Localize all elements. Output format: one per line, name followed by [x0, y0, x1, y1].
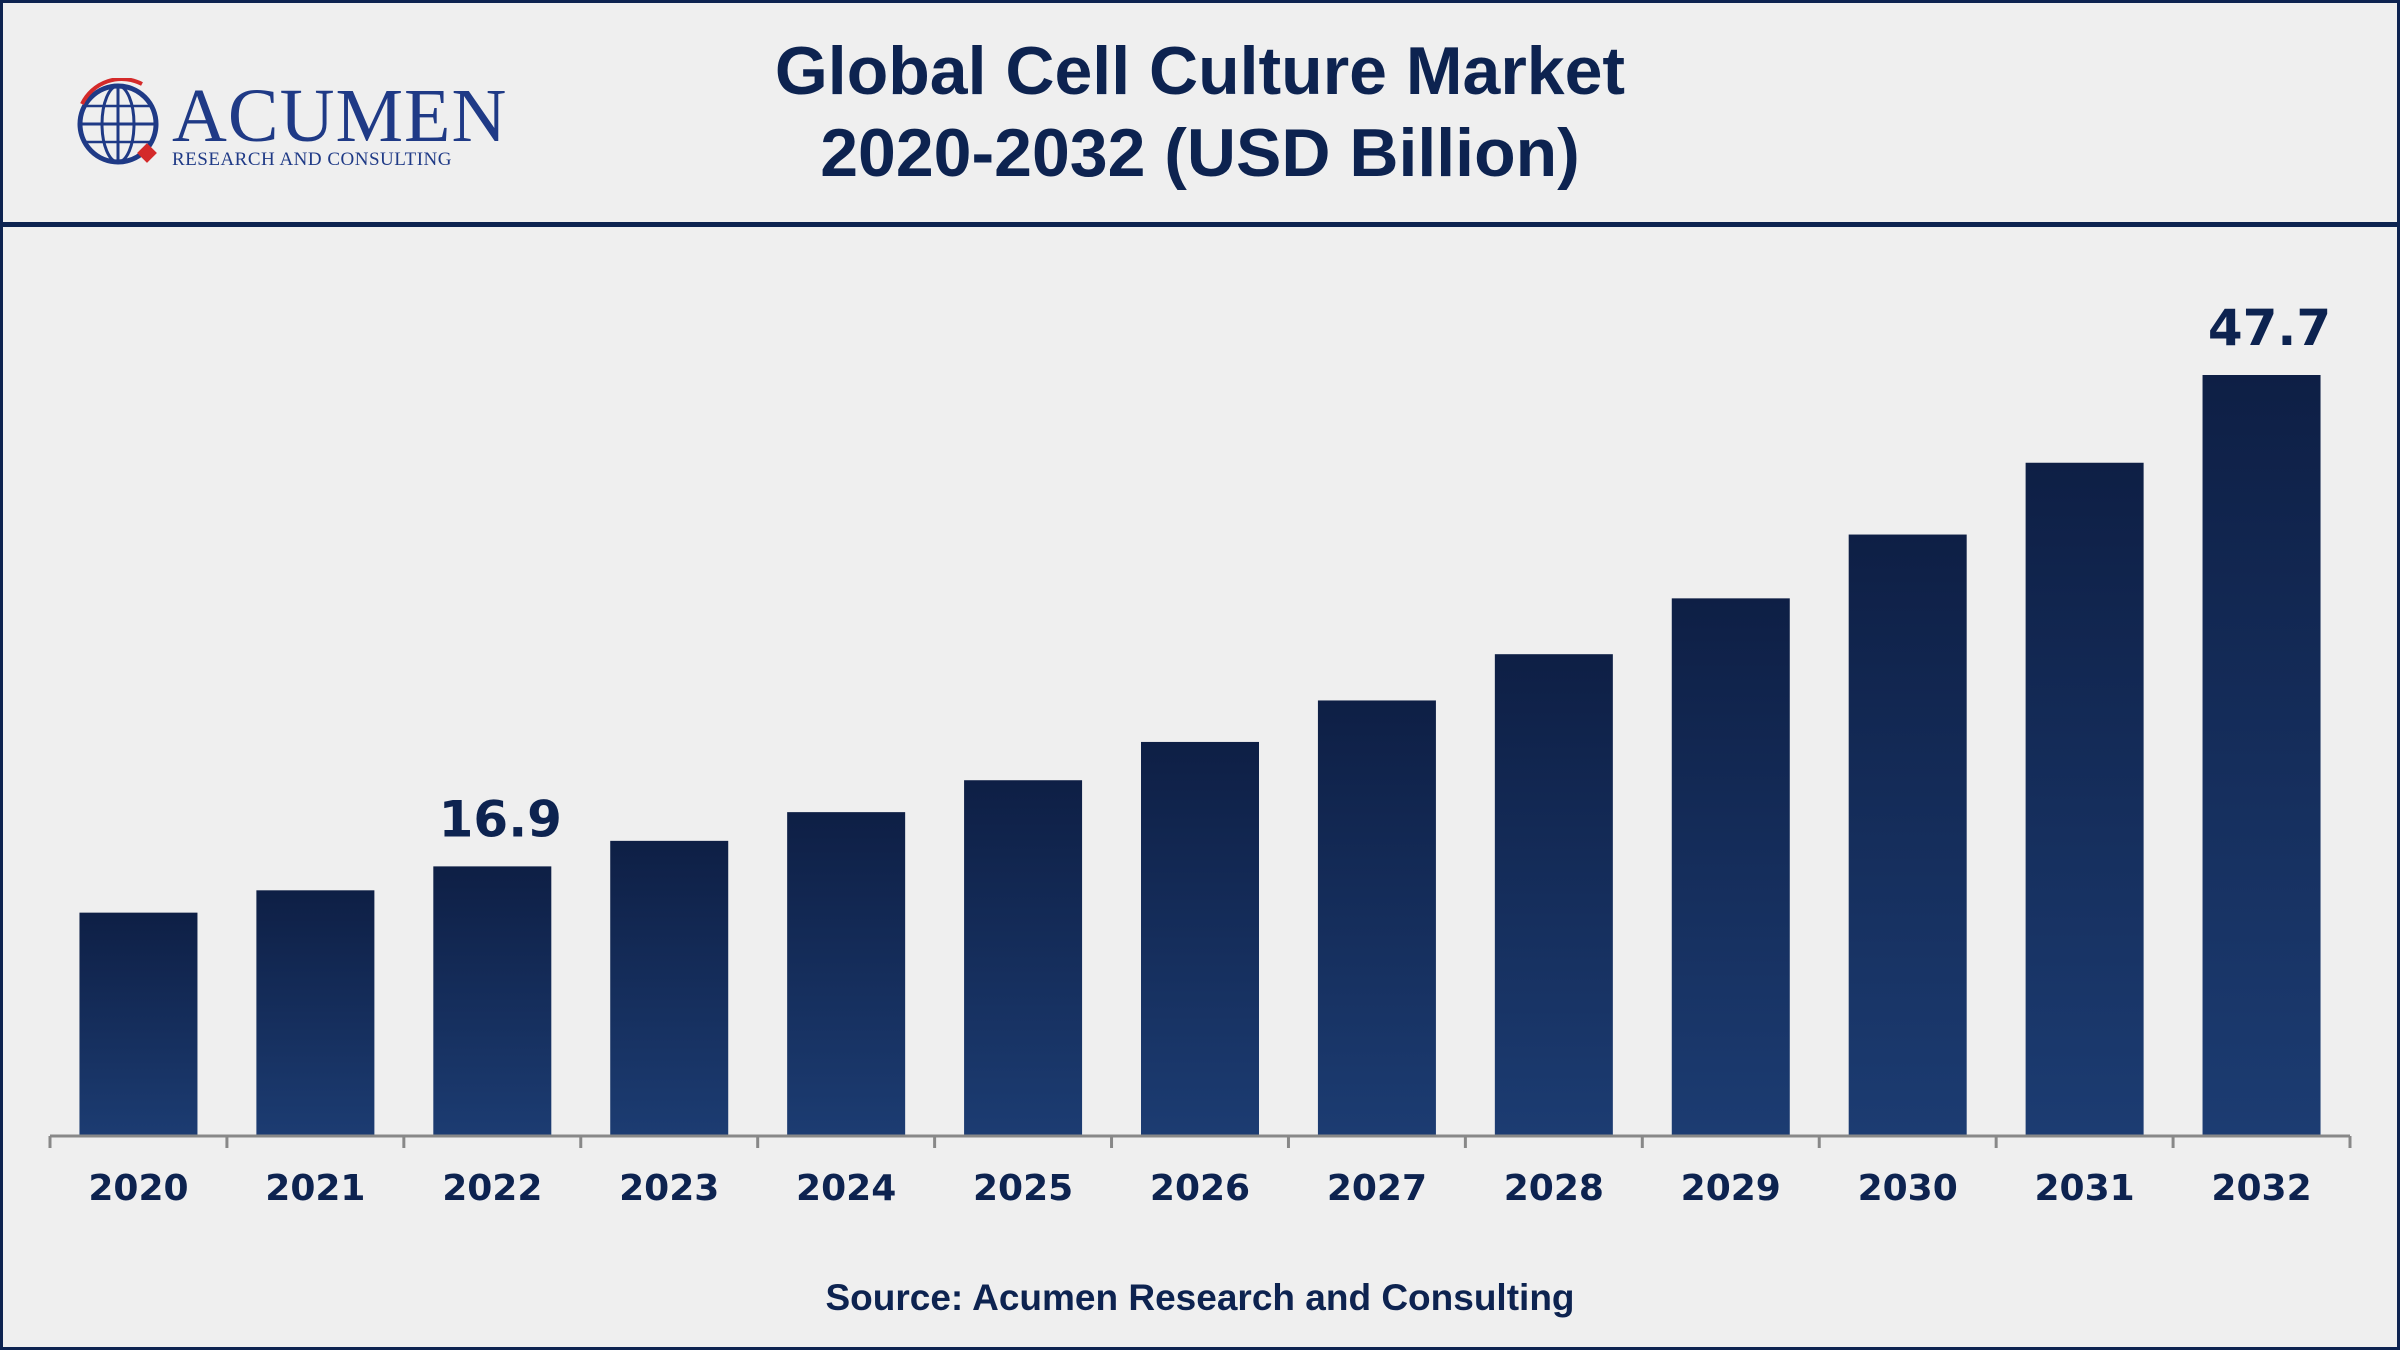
x-tick-label-2020: 2020	[88, 1168, 188, 1209]
bar-2032	[2202, 375, 2321, 1136]
x-tick-label-2032: 2032	[2211, 1168, 2311, 1209]
data-label-2032: 47.7	[2208, 299, 2331, 357]
bar-2025	[964, 780, 1083, 1136]
x-tick-label-2021: 2021	[265, 1168, 365, 1209]
logo-subtitle: RESEARCH AND CONSULTING	[172, 149, 452, 170]
x-tick-label-2027: 2027	[1327, 1168, 1427, 1209]
bar-2026	[1141, 741, 1259, 1136]
bar-2027	[1317, 700, 1436, 1136]
labels-layer: 2020 2021 2022 2023 2024 2025 2026 2027 2028 2029…	[88, 299, 2331, 1209]
bar-2030	[1848, 534, 1967, 1136]
bar-2021	[256, 890, 375, 1136]
x-tick-label-2031: 2031	[2035, 1168, 2135, 1209]
bars-layer	[79, 375, 2321, 1136]
x-tick-label-2024: 2024	[796, 1168, 896, 1209]
header-divider	[0, 222, 2400, 227]
x-tick-label-2025: 2025	[973, 1168, 1073, 1209]
chart-title-line-2: 2020-2032 (USD Billion)	[820, 115, 1580, 191]
x-axis	[48, 1134, 2352, 1148]
data-label-2022: 16.9	[439, 790, 562, 848]
acumen-logo: ACUMEN RESEARCH AND CONSULTING	[72, 76, 506, 176]
bar-2024	[787, 812, 906, 1136]
bar-2028	[1494, 654, 1613, 1136]
bar-2022	[433, 866, 552, 1136]
x-tick-label-2028: 2028	[1504, 1168, 1604, 1209]
globe-logo-icon	[77, 78, 159, 165]
x-tick-label-2030: 2030	[1858, 1168, 1958, 1209]
bar-2023	[610, 840, 729, 1136]
x-tick-label-2022: 2022	[442, 1168, 542, 1209]
source-note: Source: Acumen Research and Consulting	[825, 1277, 1575, 1318]
chart-title: Global Cell Culture Market 2020-2032 (US…	[600, 30, 1800, 194]
x-tick-label-2029: 2029	[1681, 1168, 1781, 1209]
bar-2031	[2025, 462, 2144, 1136]
bar-2020	[79, 912, 198, 1136]
x-tick-label-2026: 2026	[1150, 1168, 1250, 1209]
logo-wordmark: ACUMEN	[172, 74, 508, 158]
bar-2029	[1671, 598, 1790, 1136]
chart-title-line-1: Global Cell Culture Market	[774, 33, 1626, 109]
x-tick-label-2023: 2023	[619, 1168, 719, 1209]
